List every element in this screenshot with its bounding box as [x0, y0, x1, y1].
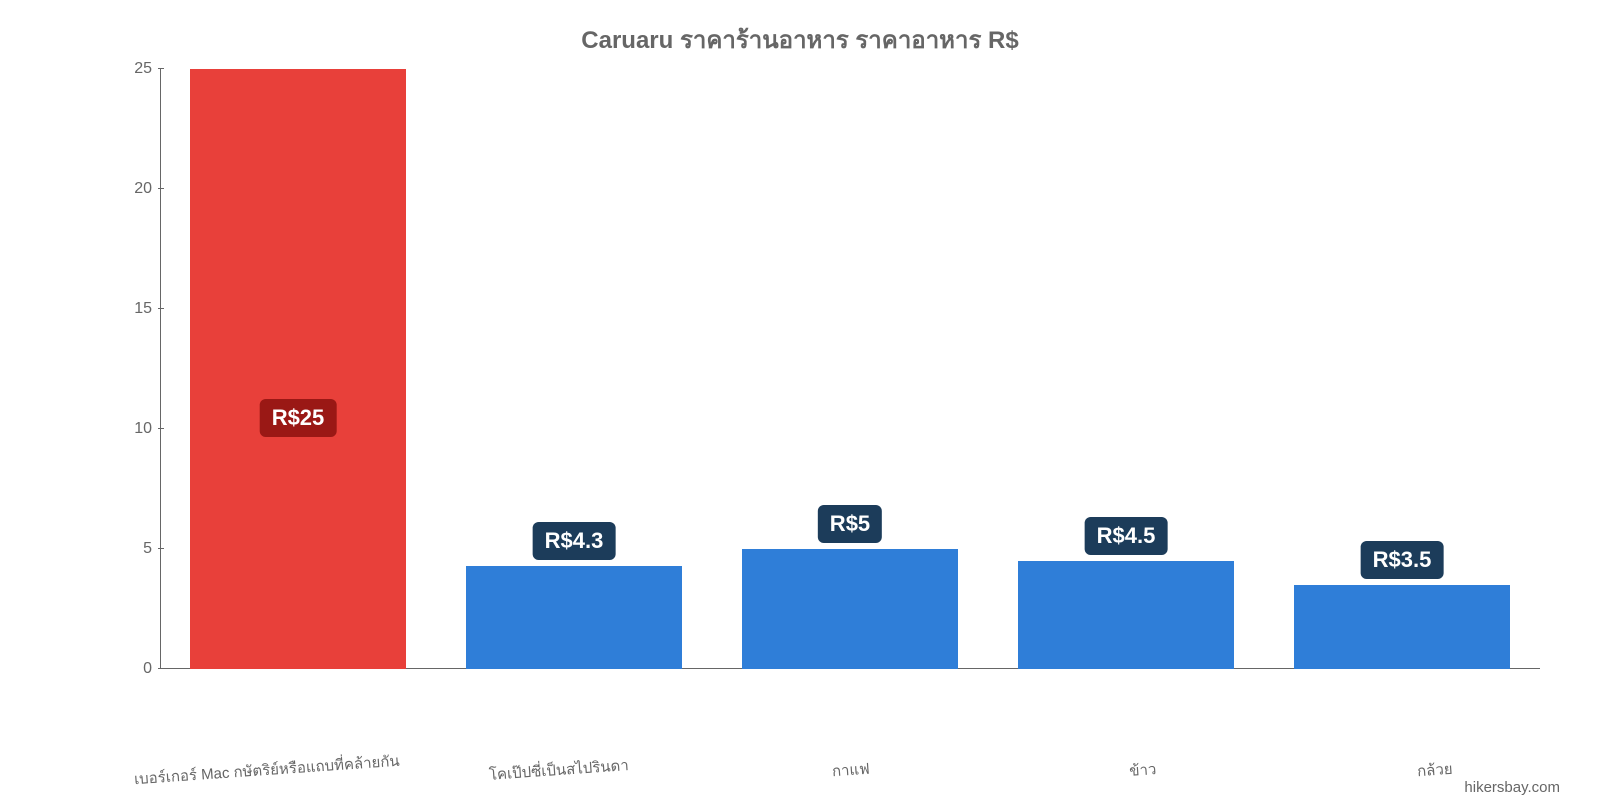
x-axis-labels: เบอร์เกอร์ Mac กษัตริย์หรือแถบที่คล้ายกั… [120, 752, 1580, 776]
bar-slot: R$4.3 [436, 69, 712, 669]
bar-slot: R$5 [712, 69, 988, 669]
bar: R$5 [742, 549, 957, 669]
chart-title: Caruaru ราคาร้านอาหาร ราคาอาหาร R$ [40, 20, 1560, 59]
value-badge: R$5 [818, 505, 882, 543]
bar-slot: R$3.5 [1264, 69, 1540, 669]
bar: R$3.5 [1294, 585, 1509, 669]
y-tick-label: 0 [143, 660, 152, 678]
x-axis-label: ข้าว [996, 748, 1289, 792]
y-tick-label: 25 [134, 60, 152, 78]
y-axis: 0510152025 [110, 69, 160, 669]
bar-slot: R$4.5 [988, 69, 1264, 669]
x-axis-label: โคเป๊ปซี่เป็นสไปรินดา [412, 748, 705, 792]
value-badge: R$4.3 [533, 522, 616, 560]
value-badge: R$25 [260, 399, 337, 437]
bar: R$4.3 [466, 566, 681, 669]
y-tick-label: 15 [134, 300, 152, 318]
price-bar-chart: Caruaru ราคาร้านอาหาร ราคาอาหาร R$ 0 5 10 1… [0, 0, 1600, 800]
credit-text: hikersbay.com [1464, 779, 1560, 796]
y-tick-label: 5 [143, 540, 152, 558]
x-axis-label: กาแฟ [704, 748, 997, 792]
value-badge: R$3.5 [1361, 541, 1444, 579]
y-tick-label: 20 [134, 180, 152, 198]
y-tick-label: 10 [134, 420, 152, 438]
bars-container: R$25 R$4.3 R$5 R$4.5 R$3.5 [160, 69, 1540, 669]
bar: R$25 [190, 69, 405, 669]
bar-slot: R$25 [160, 69, 436, 669]
value-badge: R$4.5 [1085, 517, 1168, 555]
plot-area: 0510152025 R$25R$4.3R$5R$4.5R$3.5 [160, 69, 1540, 669]
bar: R$4.5 [1018, 561, 1233, 669]
x-axis-label: เบอร์เกอร์ Mac กษัตริย์หรือแถบที่คล้ายกั… [120, 748, 413, 792]
